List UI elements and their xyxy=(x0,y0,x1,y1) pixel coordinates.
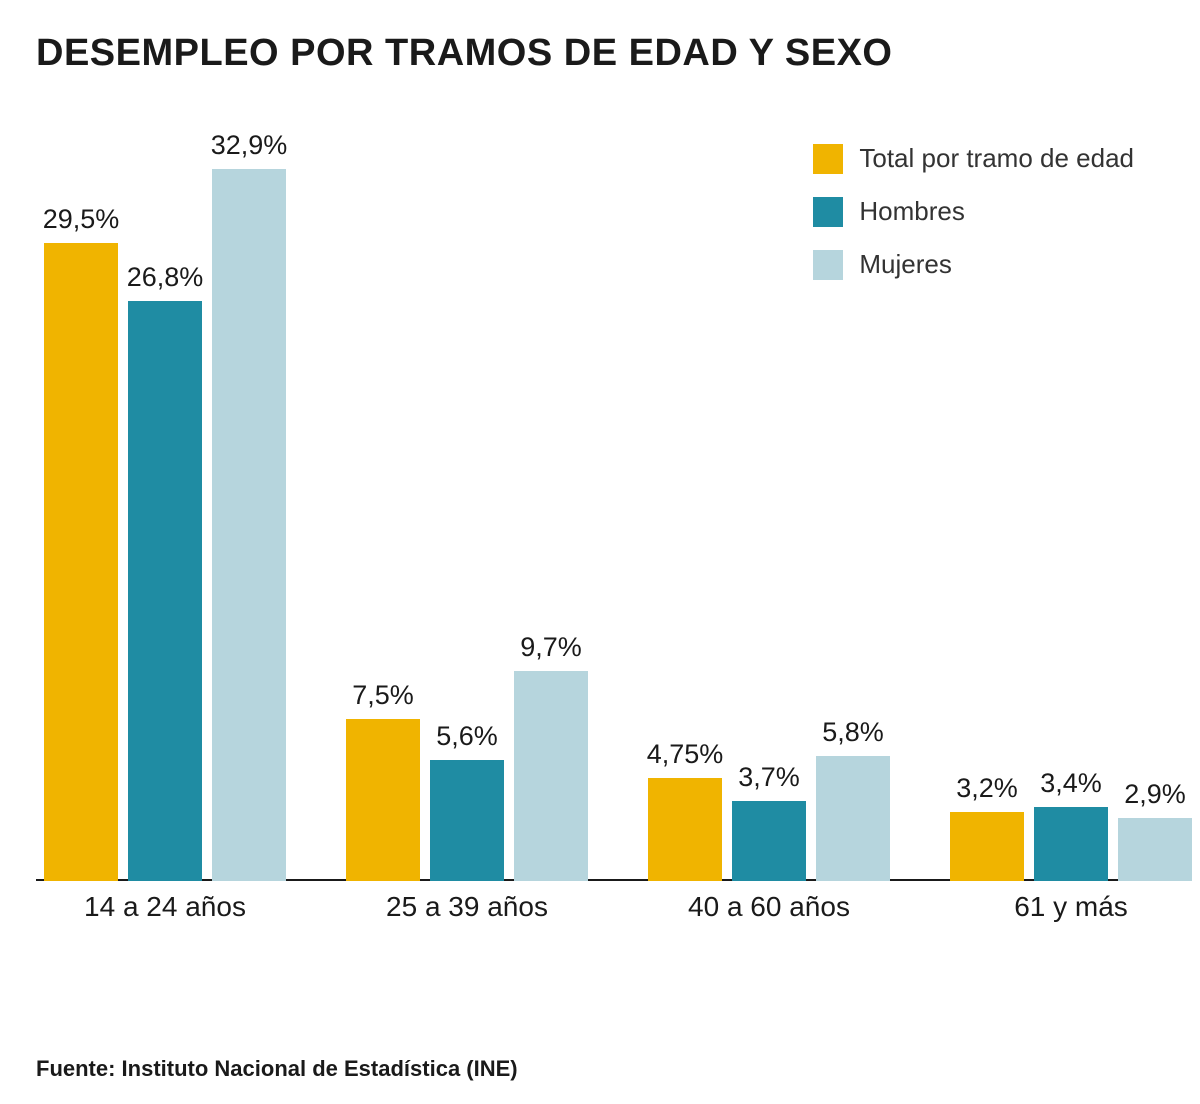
bar-mujeres: 2,9% xyxy=(1118,818,1192,881)
bar-total: 7,5% xyxy=(346,719,420,881)
bar-value-label: 5,8% xyxy=(822,717,884,756)
bar-group: 7,5%5,6%9,7%25 a 39 años xyxy=(346,113,588,933)
bars: 7,5%5,6%9,7% xyxy=(346,671,588,881)
bar-value-label: 32,9% xyxy=(211,130,288,169)
bar-hombres: 3,7% xyxy=(732,801,806,881)
bar-mujeres: 32,9% xyxy=(212,169,286,881)
bar-value-label: 3,7% xyxy=(738,762,800,801)
source-caption: Fuente: Instituto Nacional de Estadístic… xyxy=(36,1056,518,1082)
bar-value-label: 9,7% xyxy=(520,632,582,671)
bar-value-label: 26,8% xyxy=(127,262,204,301)
bars: 29,5%26,8%32,9% xyxy=(44,169,286,881)
bar-value-label: 4,75% xyxy=(647,739,724,778)
plot-area: 29,5%26,8%32,9%14 a 24 años7,5%5,6%9,7%2… xyxy=(36,113,1164,933)
bar-group: 29,5%26,8%32,9%14 a 24 años xyxy=(44,113,286,933)
bar-value-label: 7,5% xyxy=(352,680,414,719)
bar-value-label: 3,2% xyxy=(956,773,1018,812)
bar-mujeres: 5,8% xyxy=(816,756,890,881)
bar-groups: 29,5%26,8%32,9%14 a 24 años7,5%5,6%9,7%2… xyxy=(36,113,1164,933)
bar-group: 4,75%3,7%5,8%40 a 60 años xyxy=(648,113,890,933)
bar-mujeres: 9,7% xyxy=(514,671,588,881)
category-label: 14 a 24 años xyxy=(44,881,286,933)
bars: 4,75%3,7%5,8% xyxy=(648,756,890,881)
bar-value-label: 3,4% xyxy=(1040,768,1102,807)
chart-area: Total por tramo de edadHombresMujeres 29… xyxy=(36,113,1164,993)
bar-group: 3,2%3,4%2,9%61 y más xyxy=(950,113,1192,933)
category-label: 40 a 60 años xyxy=(648,881,890,933)
bars: 3,2%3,4%2,9% xyxy=(950,807,1192,881)
bar-hombres: 3,4% xyxy=(1034,807,1108,881)
bar-value-label: 2,9% xyxy=(1124,779,1186,818)
bar-value-label: 29,5% xyxy=(43,204,120,243)
bar-total: 29,5% xyxy=(44,243,118,881)
chart-title: DESEMPLEO POR TRAMOS DE EDAD Y SEXO xyxy=(36,32,1164,75)
bar-total: 3,2% xyxy=(950,812,1024,881)
bar-total: 4,75% xyxy=(648,778,722,881)
category-label: 25 a 39 años xyxy=(346,881,588,933)
category-label: 61 y más xyxy=(950,881,1192,933)
bar-hombres: 5,6% xyxy=(430,760,504,881)
bar-hombres: 26,8% xyxy=(128,301,202,881)
bar-value-label: 5,6% xyxy=(436,721,498,760)
